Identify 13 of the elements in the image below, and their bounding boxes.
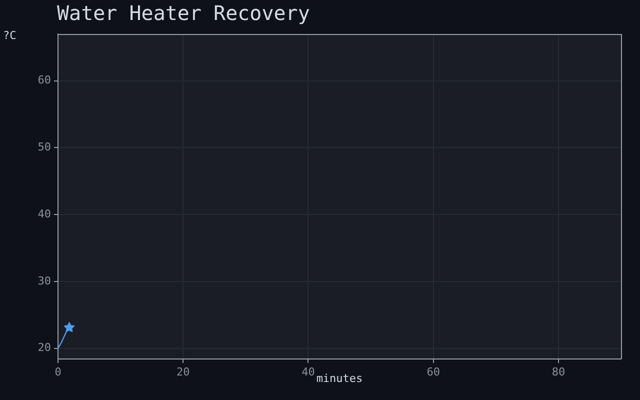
chart-title: Water Heater Recovery bbox=[57, 1, 310, 25]
y-axis-title: ?C bbox=[3, 29, 16, 42]
y-tick-label: 60 bbox=[38, 74, 51, 87]
y-tick-label: 40 bbox=[38, 207, 51, 220]
y-tick-label: 20 bbox=[38, 341, 51, 354]
x-tick-label: 0 bbox=[54, 365, 62, 378]
x-tick-label: 80 bbox=[552, 365, 566, 378]
x-tick-label: 40 bbox=[302, 365, 315, 378]
x-tick-label: 60 bbox=[426, 365, 440, 378]
x-axis-title: minutes bbox=[316, 372, 363, 385]
x-tick-label: 20 bbox=[176, 365, 190, 378]
y-tick-label: 50 bbox=[38, 140, 51, 154]
y-tick-label: 30 bbox=[38, 274, 51, 288]
